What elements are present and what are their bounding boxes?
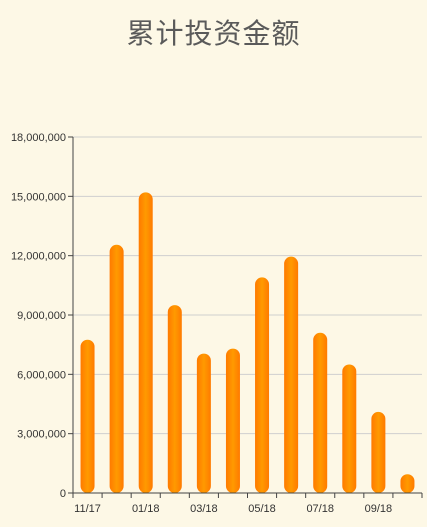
bar-11-17 — [80, 339, 95, 493]
bar-10-18 — [400, 474, 415, 493]
y-tick-label: 18,000,000 — [11, 132, 66, 144]
bar-07-18 — [313, 332, 328, 493]
bar-04-18 — [225, 348, 240, 493]
grid-lines — [73, 136, 422, 435]
y-tick-label: 12,000,000 — [11, 251, 66, 263]
bar-01-18 — [138, 192, 153, 493]
y-tick-label: 9,000,000 — [17, 310, 66, 322]
x-tick-label: 01/18 — [132, 503, 160, 515]
bar-06-18 — [284, 256, 299, 493]
bar-09-18 — [371, 411, 386, 493]
y-tick-label: 15,000,000 — [11, 191, 66, 203]
y-tick-label: 3,000,000 — [17, 429, 66, 441]
bar-03-18 — [196, 353, 211, 493]
x-tick-label: 05/18 — [248, 503, 276, 515]
bar-02-18 — [167, 305, 182, 493]
x-tick-label: 09/18 — [365, 503, 393, 515]
x-tick-label: 07/18 — [306, 503, 334, 515]
x-tick-label: 03/18 — [190, 503, 218, 515]
bar-05-18 — [255, 277, 270, 493]
chart-title: 累计投资金额 — [126, 17, 301, 50]
tick-labels: 0 3,000,000 6,000,000 9,000,000 12,000,000 15… — [11, 132, 392, 515]
bars — [80, 192, 415, 493]
y-tick-label: 0 — [60, 488, 66, 500]
y-tick-label: 6,000,000 — [17, 369, 66, 381]
axes — [68, 136, 423, 498]
bar-12-17 — [109, 244, 124, 493]
bar-08-18 — [342, 364, 357, 493]
x-tick-label: 11/17 — [74, 503, 101, 515]
